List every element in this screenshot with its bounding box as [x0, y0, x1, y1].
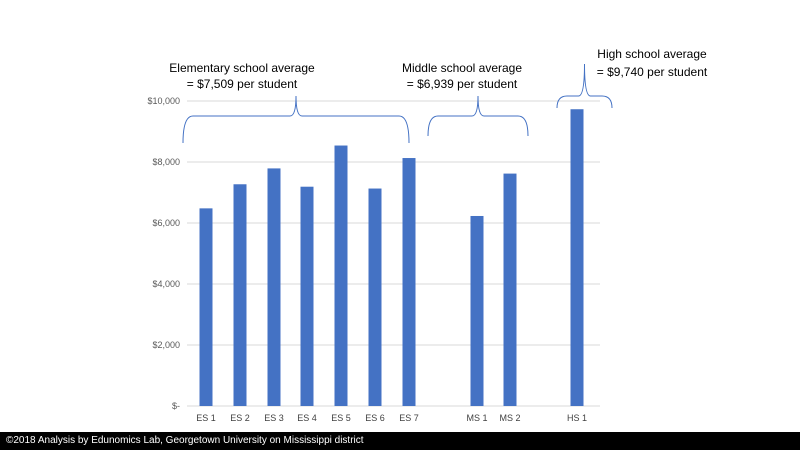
- bar-es-5: [334, 145, 348, 406]
- category-label: ES 2: [230, 413, 250, 423]
- bars: [199, 109, 584, 407]
- footer-credit: ©2018 Analysis by Edunomics Lab, Georget…: [0, 432, 800, 450]
- annotation-text: = $7,509 per student: [187, 77, 298, 91]
- x-axis-categories: ES 1 ES 2 ES 3 ES 4 ES 5 ES 6 ES 7 MS 1 MS 2 HS 1: [196, 413, 587, 423]
- annotation-text: High school average: [597, 47, 707, 61]
- gridlines: [187, 100, 600, 407]
- y-tick-label: $6,000: [152, 218, 180, 228]
- annotation-text: = $9,740 per student: [597, 65, 708, 79]
- y-tick-label: $2,000: [152, 340, 180, 350]
- bar-es-1: [199, 208, 213, 406]
- annotation-text: = $6,939 per student: [407, 77, 518, 91]
- bar-es-6: [368, 188, 382, 406]
- bar-chart: $-$2,000$4,000$6,000$8,000$10,000 ES 1 ES…: [147, 47, 708, 423]
- annotation-text: Elementary school average: [169, 61, 315, 75]
- annotations: Elementary school average = $7,509 per st…: [169, 47, 708, 144]
- bar-ms-1: [470, 215, 484, 406]
- category-label: MS 1: [466, 413, 487, 423]
- y-tick-label: $4,000: [152, 279, 180, 289]
- annotation-text: Middle school average: [402, 61, 522, 75]
- category-label: MS 2: [499, 413, 520, 423]
- curly-bracket: [427, 95, 529, 137]
- category-label: ES 4: [297, 413, 317, 423]
- bar-es-4: [300, 186, 314, 406]
- category-label: ES 5: [331, 413, 351, 423]
- curly-bracket: [556, 63, 613, 109]
- y-axis-ticks: $- $2,000 $4,000 $6,000 $8,000 $10,000: [147, 96, 180, 411]
- bar-es-2: [233, 184, 247, 406]
- bar-ms-2: [503, 173, 517, 406]
- category-label: ES 6: [365, 413, 385, 423]
- curly-bracket: [182, 95, 410, 144]
- y-tick-label: $-: [172, 401, 180, 411]
- category-label: ES 1: [196, 413, 216, 423]
- category-label: ES 3: [264, 413, 284, 423]
- category-label: ES 7: [399, 413, 419, 423]
- bar-hs-1: [570, 109, 584, 407]
- y-tick-label: $10,000: [147, 96, 180, 106]
- bar-es-3: [267, 168, 281, 406]
- y-tick-label: $8,000: [152, 157, 180, 167]
- bar-es-7: [402, 158, 416, 406]
- category-label: HS 1: [567, 413, 587, 423]
